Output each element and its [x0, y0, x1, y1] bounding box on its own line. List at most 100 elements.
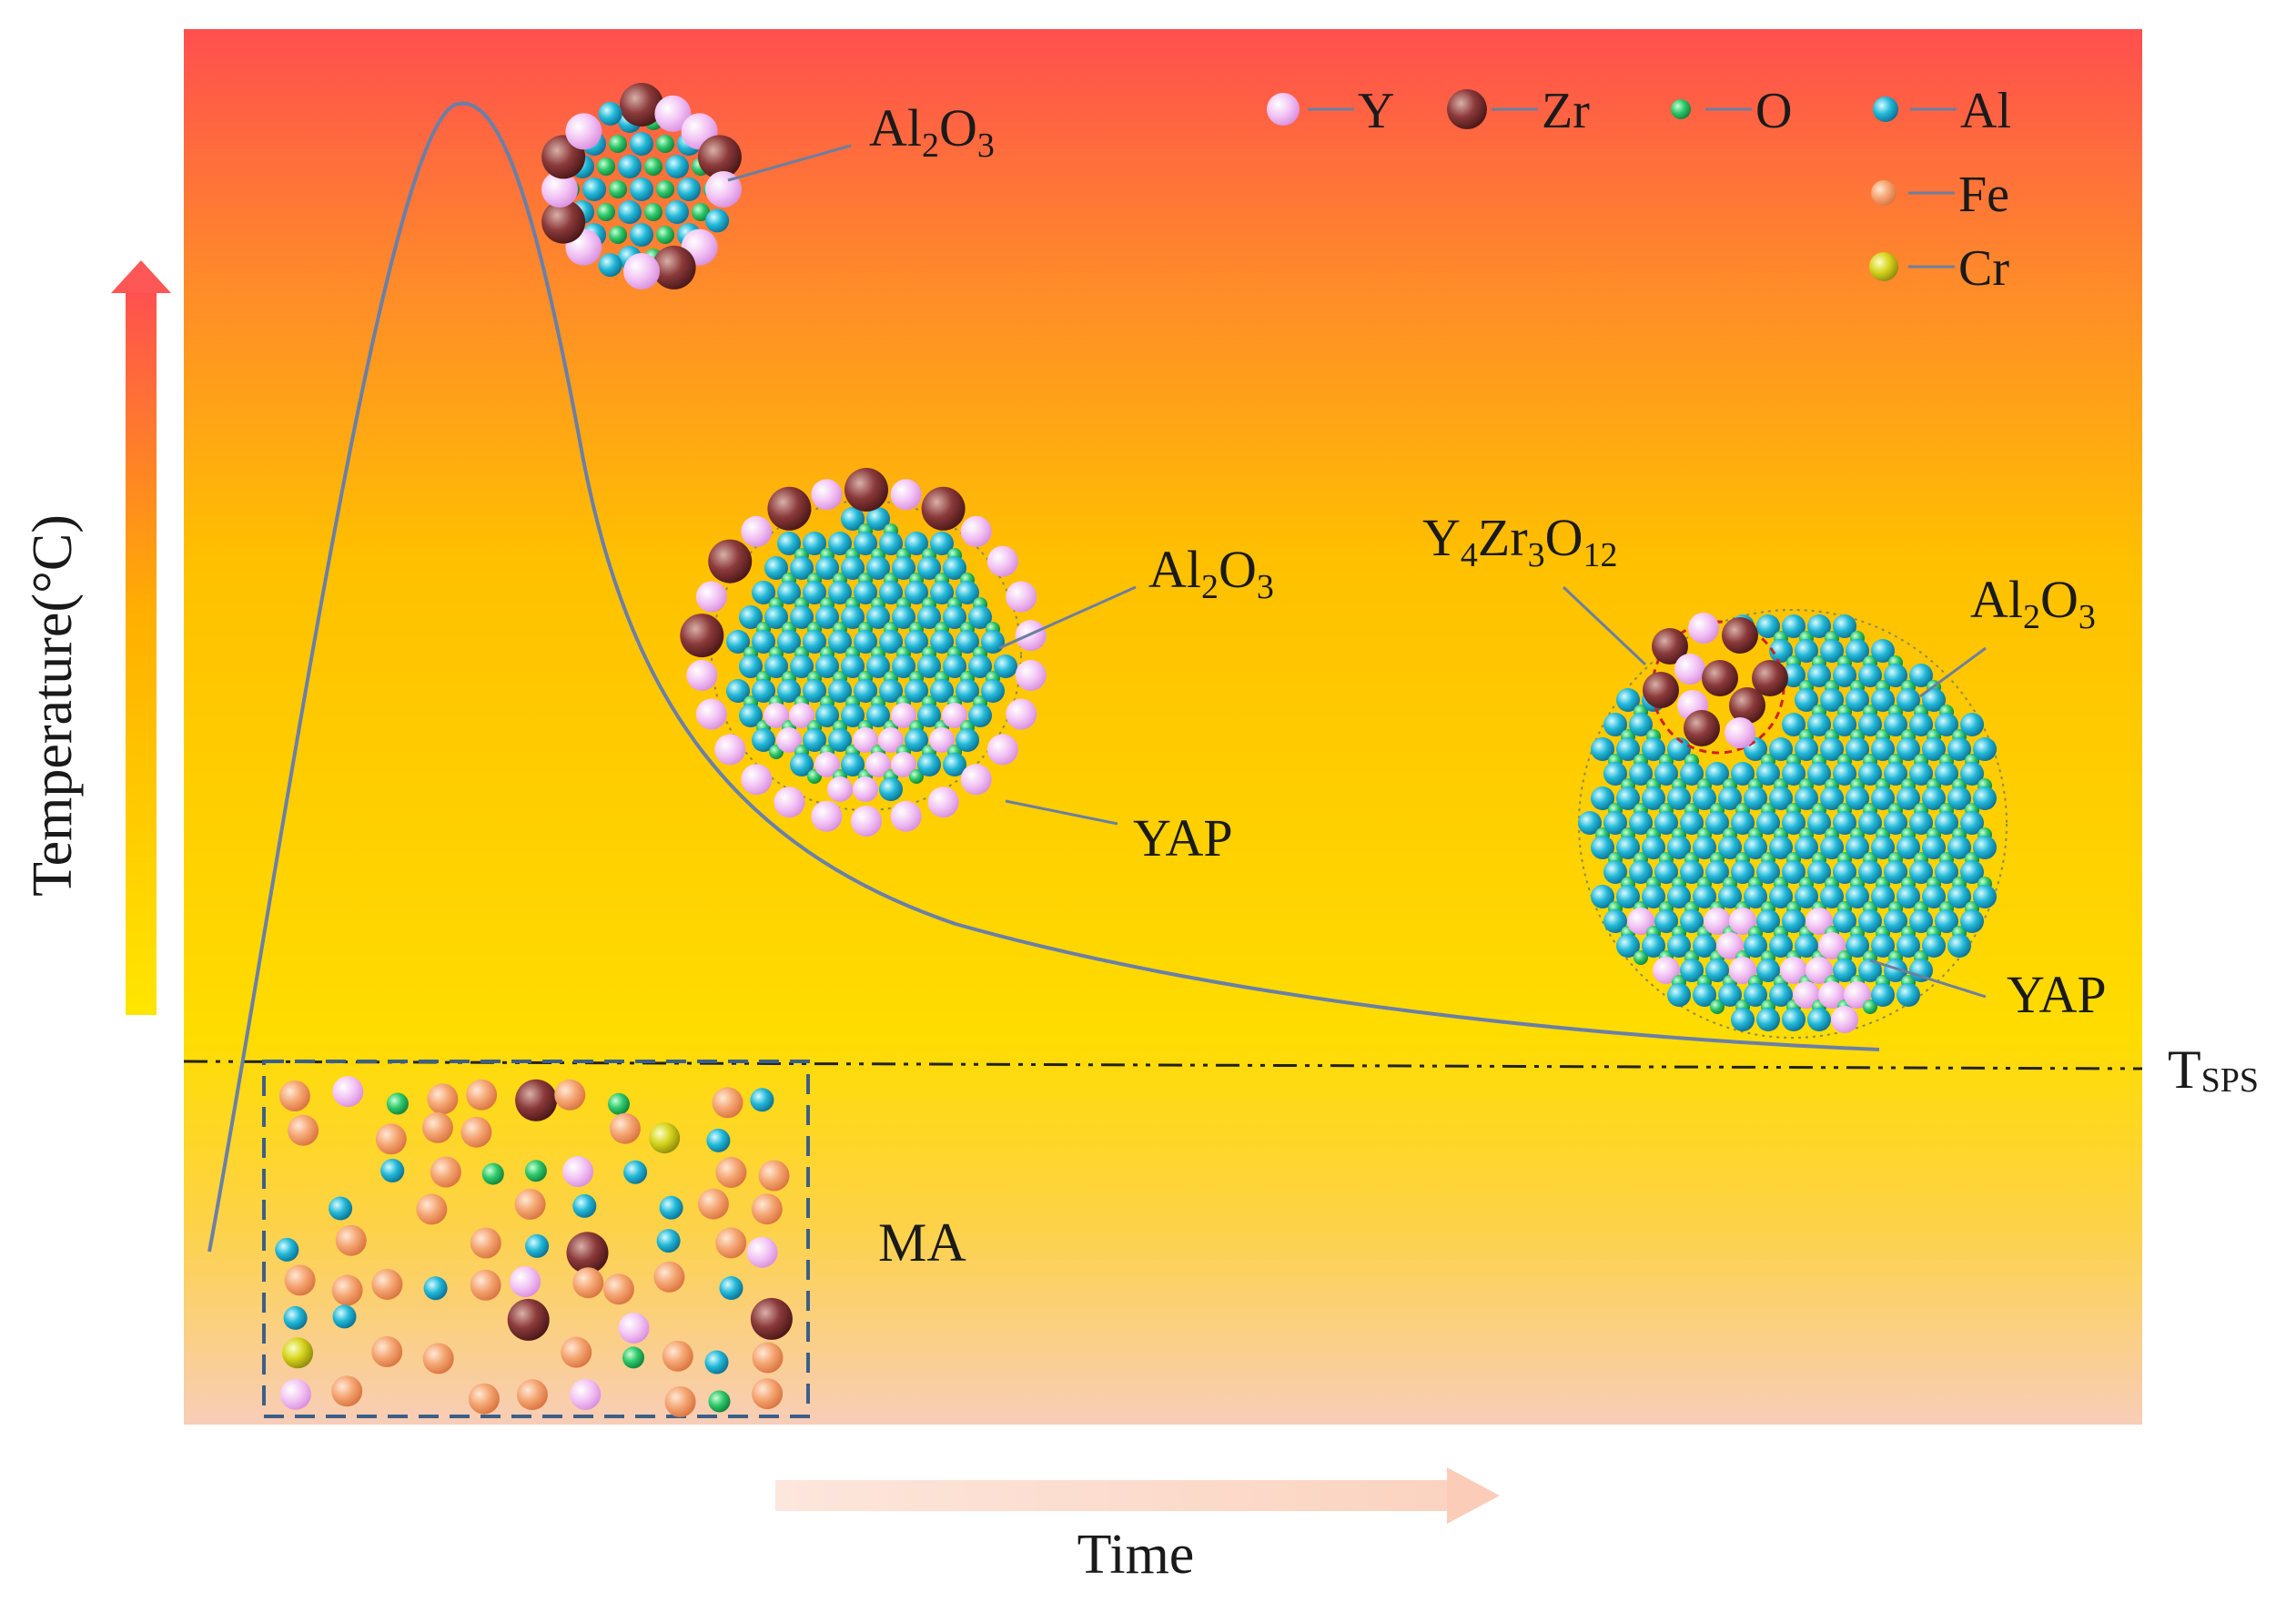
atom-al [981, 679, 1005, 703]
atom-al [841, 556, 865, 580]
atom-al [1820, 688, 1844, 712]
atom-al [1654, 909, 1678, 933]
atom-al [1680, 860, 1704, 884]
atom-o [386, 1092, 409, 1115]
atom-al [956, 630, 979, 654]
atom-fe [712, 1087, 743, 1119]
atom-y [1653, 957, 1680, 984]
atom-al [1896, 737, 1920, 761]
atom-y [1015, 659, 1047, 691]
atom-y [811, 800, 843, 832]
atom-al [879, 777, 903, 801]
atom-al [905, 581, 928, 604]
atom-al [1947, 934, 1971, 958]
atom-al [1947, 836, 1971, 859]
atom-zr [1752, 660, 1788, 696]
atom-al [841, 605, 865, 629]
atom-o [609, 180, 627, 198]
atom-al [1871, 983, 1895, 1007]
atom-al [981, 630, 1005, 654]
stage1-al2o3-label: Al2O3 [869, 98, 995, 165]
atom-al [1680, 909, 1704, 933]
atom-al [1795, 688, 1818, 712]
atom-al [879, 581, 903, 604]
atom-fe [470, 1269, 501, 1301]
atom-al [866, 654, 890, 678]
atom-al [1591, 885, 1614, 908]
atom-y [942, 703, 967, 728]
atom-al [572, 1193, 597, 1218]
atom-al [1667, 786, 1691, 810]
atom-fe [715, 1156, 747, 1188]
atom-fe [752, 1342, 784, 1374]
atom-fe [331, 1375, 363, 1407]
atom-y [714, 734, 746, 766]
atom-al [917, 654, 941, 678]
atom-al [841, 753, 865, 776]
atom-al [1807, 762, 1831, 786]
atom-al [1871, 639, 1895, 663]
atom-al [994, 654, 1017, 678]
atom-al [1833, 909, 1856, 933]
atom-y [1627, 908, 1654, 935]
atom-al [930, 679, 954, 703]
atom-al [1960, 811, 1984, 835]
atom-al [1731, 811, 1755, 835]
atom-o [656, 180, 674, 198]
atom-al [803, 630, 826, 654]
atom-cr [1869, 252, 1898, 281]
atom-al [1833, 664, 1856, 687]
atom-al [930, 630, 954, 654]
stage2-yap-label: YAP [1133, 808, 1233, 867]
atom-o [692, 203, 710, 221]
atom-y [851, 806, 882, 837]
atom-y [1844, 981, 1871, 1009]
legend-label: Y [1358, 83, 1394, 139]
atom-al [1871, 885, 1895, 908]
atom-y [1818, 981, 1846, 1009]
ma-particle-mixture [275, 1076, 793, 1417]
atom-fe [653, 1261, 685, 1293]
atom-y [853, 776, 878, 802]
atom-y [764, 703, 789, 728]
atom-al [1782, 1008, 1805, 1031]
atom-zr [652, 245, 696, 289]
atom-fe [278, 1081, 310, 1111]
atom-al [1756, 860, 1780, 884]
atom-al [1807, 811, 1831, 835]
atom-al [879, 630, 903, 654]
atom-al [1846, 688, 1869, 712]
atom-y [1716, 932, 1744, 959]
atom-al [828, 679, 852, 703]
atom-al [1846, 639, 1869, 663]
atom-fe [609, 1112, 641, 1144]
atom-y [878, 727, 904, 753]
atom-al [1642, 836, 1665, 859]
stage2-al2o3-label: Al2O3 [1148, 540, 1274, 606]
atom-al [854, 532, 877, 555]
atom-al [815, 605, 839, 629]
atom-y [986, 545, 1018, 577]
atom-y [1006, 698, 1037, 730]
atom-al [1591, 786, 1614, 810]
atom-al [866, 556, 890, 580]
atom-fe [371, 1335, 403, 1367]
atom-al [803, 728, 826, 752]
atom-al [790, 556, 814, 580]
atom-fe [468, 1383, 500, 1415]
atom-zr [845, 468, 888, 512]
atom-al [1667, 885, 1691, 908]
atom-al [828, 532, 852, 555]
atom-al [917, 605, 941, 629]
atom-al [739, 704, 763, 727]
atom-y [695, 581, 727, 613]
atom-al [582, 178, 606, 201]
atom-al [1960, 909, 1984, 933]
atom-al [905, 728, 928, 752]
atom-y [1674, 654, 1705, 685]
atom-al [1693, 934, 1716, 958]
legend-item-cr: Cr [1869, 240, 2009, 297]
atom-zr [767, 486, 812, 531]
atom-al [1871, 836, 1895, 859]
atom-al [1756, 614, 1780, 638]
